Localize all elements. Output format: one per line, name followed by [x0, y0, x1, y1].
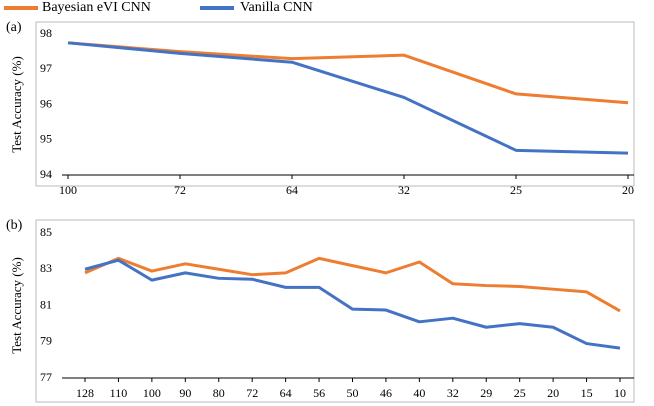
panel-frame [35, 219, 635, 403]
x-tick-label: 46 [380, 386, 392, 400]
x-tick-label: 32 [447, 386, 459, 400]
panel-label: (b) [6, 218, 23, 233]
y-tick-label: 81 [40, 297, 52, 311]
y-axis-label: Test Accuracy (%) [9, 56, 24, 153]
x-tick-label: 15 [581, 386, 593, 400]
x-tick-label: 40 [413, 386, 425, 400]
y-tick-label: 79 [40, 334, 52, 348]
y-tick-label: 77 [40, 370, 52, 384]
x-tick-label: 56 [313, 386, 325, 400]
x-tick-label: 20 [547, 386, 559, 400]
panel-label: (a) [6, 20, 22, 35]
y-tick-label: 85 [40, 225, 52, 239]
series-line [84, 258, 621, 350]
x-tick-label: 29 [480, 386, 492, 400]
y-tick-label: 96 [40, 96, 52, 110]
x-tick-label: 20 [622, 183, 634, 197]
x-tick-label: 50 [347, 386, 359, 400]
y-tick-label: 98 [40, 26, 52, 40]
x-tick-label: 64 [286, 183, 298, 197]
x-tick-label: 25 [514, 386, 526, 400]
x-tick-label: 10 [614, 386, 626, 400]
x-tick-label: 72 [174, 183, 186, 197]
series-line [67, 41, 629, 155]
y-axis-label: Test Accuracy (%) [9, 257, 24, 354]
legend-label: Vanilla CNN [240, 0, 313, 15]
y-tick-label: 83 [40, 261, 52, 275]
x-tick-label: 128 [76, 386, 94, 400]
x-tick-label: 100 [143, 386, 161, 400]
x-tick-label: 32 [398, 183, 410, 197]
y-tick-label: 95 [40, 132, 52, 146]
x-tick-label: 110 [110, 386, 128, 400]
x-tick-label: 72 [246, 386, 258, 400]
x-tick-label: 25 [510, 183, 522, 197]
x-tick-label: 80 [213, 386, 225, 400]
x-tick-label: 100 [59, 183, 77, 197]
x-tick-label: 90 [179, 386, 191, 400]
panel-frame [35, 21, 635, 187]
series-line [84, 256, 621, 313]
y-tick-label: 94 [40, 167, 52, 181]
legend-label: Bayesian eVI CNN [42, 0, 151, 15]
x-tick-label: 64 [280, 386, 292, 400]
y-tick-label: 97 [40, 61, 52, 75]
